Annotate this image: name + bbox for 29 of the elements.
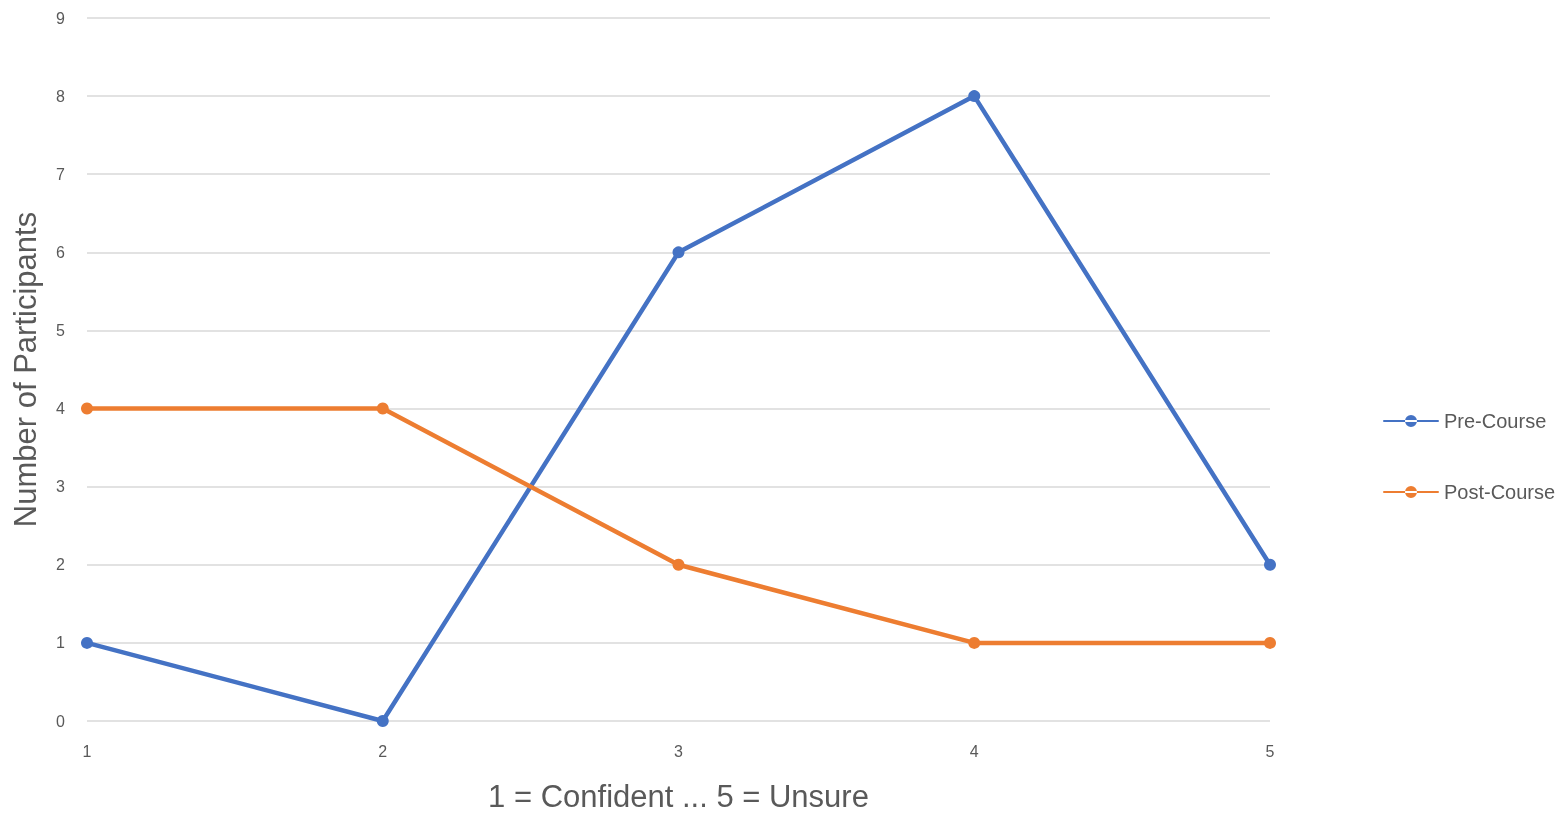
x-tick-label: 5	[1265, 742, 1275, 760]
y-tick-label: 3	[56, 478, 66, 496]
y-tick-label: 2	[56, 556, 66, 574]
y-tick-label: 4	[56, 400, 66, 418]
y-tick-label: 0	[56, 712, 66, 730]
x-tick-label: 1	[82, 742, 92, 760]
point	[672, 246, 685, 259]
point	[376, 715, 389, 727]
point	[968, 90, 981, 103]
point	[672, 558, 685, 571]
point	[81, 402, 93, 415]
y-tick-label: 6	[56, 243, 66, 261]
legend-label: Pre-Course	[1444, 410, 1547, 432]
y-axis-title: Number of Participants	[8, 211, 43, 528]
point	[1264, 636, 1276, 649]
point	[1264, 558, 1276, 571]
y-tick-label: 1	[56, 634, 66, 652]
x-tick-label: 3	[674, 742, 684, 760]
point	[968, 636, 981, 649]
point	[81, 636, 93, 649]
x-tick-label: 2	[378, 742, 388, 760]
legend-label: Post-Course	[1444, 481, 1556, 503]
y-tick-label: 8	[56, 87, 66, 105]
y-tick-label: 7	[56, 165, 66, 183]
point	[376, 402, 389, 415]
y-tick-label: 9	[56, 9, 66, 27]
x-axis-title: 1 = Confident ... 5 = Unsure	[488, 779, 869, 814]
x-tick-label: 4	[969, 742, 979, 760]
y-tick-label: 5	[56, 321, 66, 339]
